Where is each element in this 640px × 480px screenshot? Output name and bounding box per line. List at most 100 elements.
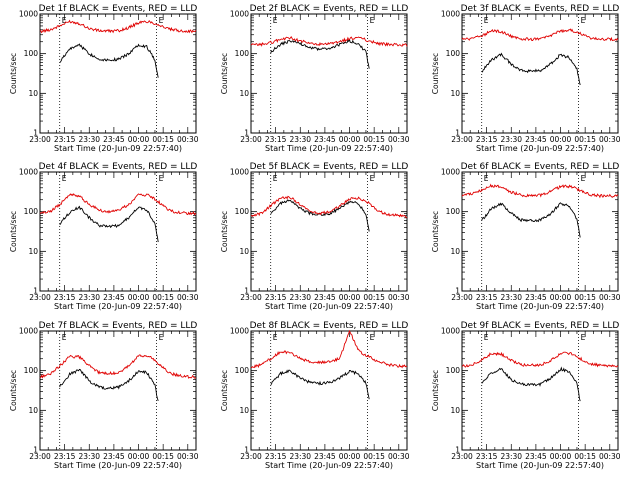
panel-title: Det 5f BLACK = Events, RED = LLD bbox=[250, 162, 409, 172]
event-marker-label: E bbox=[581, 174, 586, 183]
detector-panel-2: Det 2f BLACK = Events, RED = LLD 1 10 100 10… bbox=[220, 4, 410, 153]
y-axis-label: Counts/sec bbox=[220, 211, 229, 252]
y-tick-label: 1000 bbox=[19, 168, 38, 177]
x-tick-label: 23:15 bbox=[476, 293, 498, 302]
event-marker-label: E bbox=[159, 174, 164, 183]
y-axis-label: Counts/sec bbox=[431, 211, 440, 252]
x-tick-label: 23:00 bbox=[29, 293, 51, 302]
x-tick-label: 23:00 bbox=[240, 452, 262, 461]
detector-panel-4: Det 4f BLACK = Events, RED = LLD 1 10 100 10… bbox=[9, 162, 199, 311]
series-line-2 bbox=[251, 195, 408, 219]
y-tick-label: 10 bbox=[450, 89, 460, 98]
x-tick-label: 23:45 bbox=[314, 452, 336, 461]
y-tick-label: 10 bbox=[28, 89, 38, 98]
series-line-2 bbox=[461, 28, 619, 42]
panel-title: Det 7f BLACK = Events, RED = LLD bbox=[39, 321, 198, 331]
x-axis-label: Start Time (20-Jun-09 22:57:40) bbox=[265, 302, 393, 311]
x-tick-label: 00:00 bbox=[550, 452, 572, 461]
panel-title: Det 4f BLACK = Events, RED = LLD bbox=[39, 162, 198, 172]
y-tick-label: 1 bbox=[33, 287, 38, 296]
x-tick-label: 23:00 bbox=[240, 135, 262, 144]
series-line-2 bbox=[39, 19, 197, 34]
y-tick-label: 100 bbox=[446, 366, 461, 375]
x-tick-label: 23:45 bbox=[103, 452, 125, 461]
x-tick-label: 00:00 bbox=[128, 293, 150, 302]
x-tick-label: 23:45 bbox=[314, 293, 336, 302]
x-tick-label: 23:00 bbox=[29, 135, 51, 144]
x-tick-label: 23:15 bbox=[476, 452, 498, 461]
x-tick-label: 23:15 bbox=[54, 452, 76, 461]
y-tick-label: 1 bbox=[244, 287, 249, 296]
event-marker-label: E bbox=[581, 333, 586, 342]
x-axis-label: Start Time (20-Jun-09 22:57:40) bbox=[265, 461, 393, 470]
x-tick-label: 23:45 bbox=[525, 293, 547, 302]
y-tick-label: 10 bbox=[450, 247, 460, 256]
series-line-1 bbox=[59, 205, 159, 243]
y-tick-label: 10 bbox=[28, 406, 38, 415]
x-tick-label: 00:30 bbox=[599, 135, 621, 144]
series-line-1 bbox=[270, 199, 370, 232]
x-tick-label: 23:45 bbox=[314, 135, 336, 144]
event-marker-label: E bbox=[273, 174, 278, 183]
x-tick-label: 23:30 bbox=[78, 293, 100, 302]
x-tick-label: 00:30 bbox=[177, 135, 199, 144]
x-tick-label: 00:15 bbox=[363, 452, 385, 461]
event-marker-label: E bbox=[159, 333, 164, 342]
detector-panel-8: Det 8f BLACK = Events, RED = LLD 1 10 100 10… bbox=[220, 321, 410, 470]
y-tick-label: 100 bbox=[235, 207, 250, 216]
x-axis-label: Start Time (20-Jun-09 22:57:40) bbox=[54, 144, 182, 153]
plot-frame bbox=[39, 330, 197, 451]
x-tick-label: 23:00 bbox=[451, 452, 473, 461]
y-axis-label: Counts/sec bbox=[220, 53, 229, 94]
series-line-1 bbox=[59, 368, 159, 402]
x-tick-label: 00:30 bbox=[177, 452, 199, 461]
y-tick-label: 10 bbox=[450, 406, 460, 415]
event-marker-label: E bbox=[273, 333, 278, 342]
panel-title: Det 3f BLACK = Events, RED = LLD bbox=[461, 4, 620, 14]
y-tick-label: 1000 bbox=[19, 10, 38, 19]
x-tick-label: 00:15 bbox=[574, 452, 596, 461]
y-axis-label: Counts/sec bbox=[220, 370, 229, 411]
x-axis-label: Start Time (20-Jun-09 22:57:40) bbox=[476, 461, 604, 470]
series-line-2 bbox=[39, 193, 197, 216]
event-marker-label: E bbox=[159, 16, 164, 25]
detector-panel-5: Det 5f BLACK = Events, RED = LLD 1 10 100 10… bbox=[220, 162, 410, 311]
x-tick-label: 00:00 bbox=[339, 293, 361, 302]
series-line-1 bbox=[481, 202, 581, 238]
y-tick-label: 100 bbox=[24, 49, 39, 58]
x-tick-label: 23:30 bbox=[78, 135, 100, 144]
event-marker-label: E bbox=[273, 16, 278, 25]
series-line-2 bbox=[461, 351, 619, 368]
plot-frame bbox=[461, 330, 619, 451]
y-tick-label: 10 bbox=[239, 406, 249, 415]
detector-panel-3: Det 3f BLACK = Events, RED = LLD 1 10 100 10… bbox=[431, 4, 621, 153]
x-tick-label: 23:30 bbox=[289, 135, 311, 144]
y-axis-label: Counts/sec bbox=[9, 370, 18, 411]
y-tick-label: 1 bbox=[244, 129, 249, 138]
x-tick-label: 23:30 bbox=[289, 452, 311, 461]
plot-frame bbox=[250, 330, 408, 451]
x-tick-label: 23:30 bbox=[500, 135, 522, 144]
x-tick-label: 00:15 bbox=[363, 135, 385, 144]
x-tick-label: 00:15 bbox=[574, 293, 596, 302]
detector-panel-1: Det 1f BLACK = Events, RED = LLD 1 10 100 10… bbox=[9, 4, 199, 153]
x-axis-label: Start Time (20-Jun-09 22:57:40) bbox=[265, 144, 393, 153]
y-tick-label: 100 bbox=[24, 207, 39, 216]
x-tick-label: 23:00 bbox=[29, 452, 51, 461]
event-marker-label: E bbox=[370, 333, 375, 342]
x-axis-label: Start Time (20-Jun-09 22:57:40) bbox=[476, 144, 604, 153]
x-tick-label: 23:45 bbox=[525, 452, 547, 461]
x-tick-label: 23:00 bbox=[451, 135, 473, 144]
x-tick-label: 00:00 bbox=[550, 293, 572, 302]
x-tick-label: 00:30 bbox=[388, 452, 410, 461]
y-axis-label: Counts/sec bbox=[431, 370, 440, 411]
event-marker-label: E bbox=[62, 333, 67, 342]
event-marker-label: E bbox=[62, 16, 67, 25]
y-tick-label: 1000 bbox=[441, 10, 460, 19]
detector-panel-9: Det 9f BLACK = Events, RED = LLD 1 10 100 10… bbox=[431, 321, 621, 470]
y-tick-label: 10 bbox=[239, 89, 249, 98]
y-tick-label: 1000 bbox=[230, 168, 249, 177]
plot-frame bbox=[250, 171, 408, 292]
series-line-1 bbox=[59, 43, 159, 78]
plot-frame bbox=[39, 13, 197, 134]
